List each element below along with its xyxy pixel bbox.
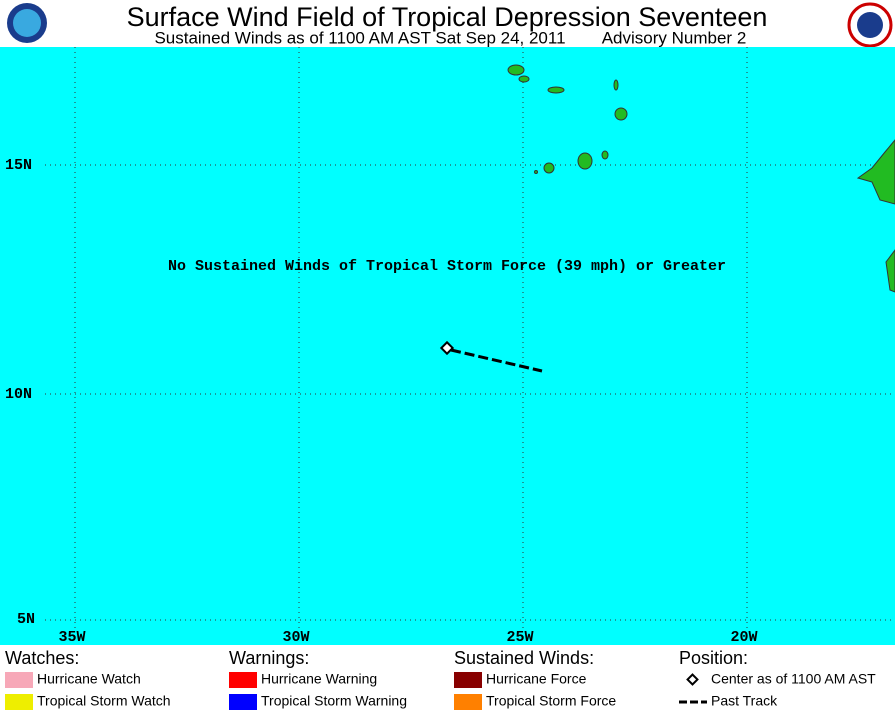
legend-item: Tropical Storm Watch (37, 693, 171, 709)
legend-title: Position: (679, 648, 748, 668)
island (547, 86, 565, 94)
legend-item: Tropical Storm Warning (261, 693, 407, 709)
lon-label: 35W (58, 629, 85, 646)
legend-item: Hurricane Watch (37, 671, 141, 687)
message: No Sustained Winds of Tropical Storm For… (168, 258, 726, 275)
swatch (229, 694, 257, 710)
lat-label: 10N (5, 386, 32, 403)
center-symbol (686, 673, 699, 686)
legend-item: Center as of 1100 AM AST (711, 671, 876, 687)
lat-label: 15N (5, 157, 32, 174)
swatch (229, 672, 257, 688)
island (534, 170, 538, 174)
coast (856, 139, 895, 205)
lon-label: 20W (730, 629, 757, 646)
swatch (5, 672, 33, 688)
island (601, 150, 609, 160)
island (518, 75, 530, 83)
legend-item: Hurricane Force (486, 671, 587, 687)
island (507, 64, 525, 76)
past-track (450, 348, 543, 373)
island (614, 107, 628, 121)
legend-title: Warnings: (229, 648, 309, 668)
subtitle: Sustained Winds as of 1100 AM AST Sat Se… (154, 28, 565, 47)
title: Surface Wind Field of Tropical Depressio… (127, 2, 768, 32)
noaa-logo (7, 3, 47, 43)
land (507, 64, 895, 293)
lon-label: 25W (506, 629, 533, 646)
grid (45, 47, 895, 628)
swatch (454, 694, 482, 710)
lon-label: 30W (282, 629, 309, 646)
advisory: Advisory Number 2 (602, 28, 747, 47)
coast (885, 249, 895, 293)
island (543, 162, 555, 174)
legend: Watches: Hurricane Watch Tropical Storm … (5, 648, 876, 710)
legend-title: Sustained Winds: (454, 648, 594, 668)
legend-item: Tropical Storm Force (486, 693, 616, 709)
island (577, 152, 593, 170)
logo-center (857, 12, 883, 38)
nws-logo (847, 2, 893, 48)
swatch (454, 672, 482, 688)
logo-center (13, 9, 41, 37)
legend-title: Watches: (5, 648, 79, 668)
legend-item: Hurricane Warning (261, 671, 377, 687)
lat-label: 5N (17, 611, 35, 628)
legend-item: Past Track (711, 693, 778, 709)
swatch (5, 694, 33, 710)
center-marker (439, 340, 455, 356)
storm-track (439, 340, 543, 373)
island (613, 79, 619, 91)
